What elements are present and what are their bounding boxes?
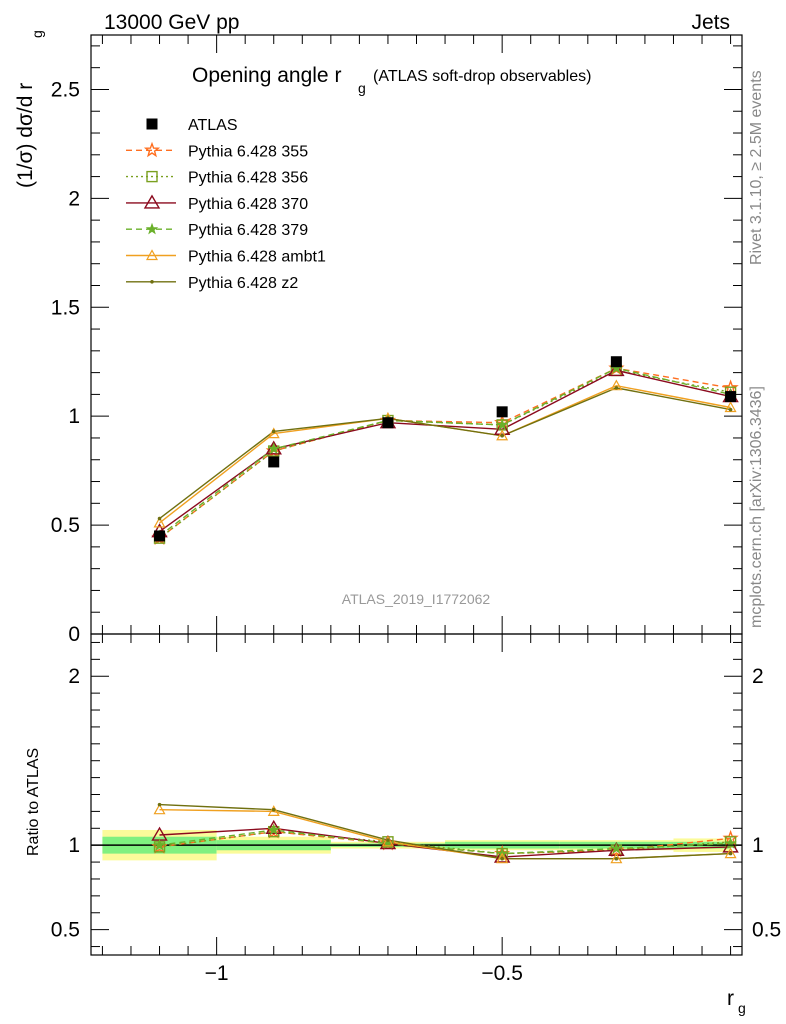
data-point-atlas (382, 417, 394, 429)
data-point-atlas (725, 391, 737, 403)
legend-marker-pambt1 (145, 249, 159, 261)
y-tick-label: 0.5 (51, 514, 80, 537)
ratio-y-tick-label: 1 (68, 834, 80, 857)
y-tick-label: 0 (68, 623, 80, 646)
ratio-point-pambt1 (267, 805, 280, 816)
legend-marker-ATLAS (146, 118, 158, 130)
legend-label-pambt1: Pythia 6.428 ambt1 (188, 249, 326, 266)
legend-marker-p356 (146, 170, 158, 183)
series-point-pambt1 (496, 429, 509, 441)
ratio-point-p379 (267, 823, 280, 836)
ratio-line-pz2 (159, 803, 731, 860)
data-point-atlas (154, 530, 166, 542)
series-point-pz2 (728, 407, 733, 412)
legend-marker-pz2 (150, 280, 154, 284)
ratio-point-p379 (610, 842, 623, 854)
ratio-point-p379 (153, 838, 166, 851)
y-axis-label-sub: g (29, 30, 45, 38)
ratio-point-pambt1 (496, 852, 509, 864)
data-point-atlas (268, 456, 280, 468)
legend-label-p379: Pythia 6.428 379 (188, 222, 308, 239)
series-line-p355 (159, 367, 731, 539)
ratio-y-tick-label: 0.5 (51, 919, 80, 942)
series-point-pz2 (614, 386, 619, 390)
legend-label-ATLAS: ATLAS (188, 117, 238, 134)
ratio-point-p370 (493, 848, 511, 863)
x-tick-label: −0.5 (481, 962, 522, 985)
ratio-point-pz2 (157, 802, 162, 807)
y-tick-label: 1.5 (51, 296, 80, 319)
chart-title-note: (ATLAS soft-drop observables) (373, 68, 591, 85)
ratio-y-tick-label-right: 2 (752, 665, 764, 688)
legend-label-p356: Pythia 6.428 356 (188, 170, 308, 187)
y-tick-label: 2.5 (51, 78, 80, 101)
ratio-point-pz2 (271, 807, 276, 812)
analysis-watermark: ATLAS_2019_I1772062 (342, 591, 491, 607)
y-axis-label: (1/σ) dσ/d r (14, 83, 37, 188)
series-lines-layer (91, 367, 742, 860)
series-point-pz2 (157, 516, 162, 521)
y-tick-label: 2 (68, 187, 80, 210)
mcplots-label: mcplots.cern.ch [arXiv:1306.3436] (748, 386, 765, 628)
data-point-atlas (496, 406, 508, 418)
markers-layer (151, 356, 739, 864)
series-line-pz2 (159, 387, 731, 520)
ratio-panel-frame (90, 633, 743, 956)
series-point-pambt1 (267, 427, 280, 439)
x-tick-label: −1 (205, 962, 229, 985)
legend: ATLAS Pythia 6.428 355 Pythia 6.428 356 Pyt… (126, 117, 326, 292)
header-left: 13000 GeV pp (104, 11, 239, 34)
x-axis-label-sub: g (738, 1000, 746, 1016)
header-right: Jets (691, 11, 730, 34)
series-line-p379 (159, 367, 731, 537)
series-point-pambt1 (153, 516, 166, 528)
ratio-point-pambt1 (610, 852, 623, 864)
series-point-p379 (495, 418, 509, 431)
chart-title-main: Opening angle r (192, 64, 341, 87)
y-tick-label: 1 (68, 405, 80, 428)
series-line-p356 (159, 369, 731, 539)
ratio-point-p370 (265, 819, 282, 834)
series-line-p370 (159, 369, 731, 533)
series-point-pambt1 (724, 401, 737, 413)
legend-label-p355: Pythia 6.428 355 (188, 143, 308, 160)
ratio-y-tick-label-right: 1 (752, 834, 764, 857)
ratio-y-tick-label-right: 0.5 (752, 919, 781, 942)
text-layer: 13000 GeV pp Jets Opening angle r g (ATL… (14, 11, 765, 1016)
legend-label-pz2: Pythia 6.428 z2 (188, 275, 298, 292)
legend-marker-p370 (143, 194, 161, 209)
legend-label-p370: Pythia 6.428 370 (188, 196, 308, 213)
data-point-atlas (610, 356, 622, 368)
series-point-p379 (267, 442, 280, 455)
legend-marker-p355 (143, 141, 161, 158)
series-point-pambt1 (610, 379, 623, 391)
ratio-point-pambt1 (724, 847, 737, 859)
ticks-layer: −1 −0.5 0 0.5 1 1.5 2 2.5 0.5 0.5 1 1 2 2 (51, 35, 781, 985)
ratio-line-p356 (159, 830, 731, 855)
series-point-pz2 (500, 433, 504, 438)
ratio-point-pz2 (728, 851, 733, 856)
rivet-label: Rivet 3.1.10, ≥ 2.5M events (748, 70, 765, 265)
ratio-point-pambt1 (153, 803, 166, 815)
ratio-point-pz2 (500, 856, 504, 861)
ratio-point-pambt1 (381, 835, 394, 847)
series-point-p370 (608, 362, 625, 377)
series-line-pambt1 (159, 384, 731, 524)
series-point-pz2 (271, 429, 276, 434)
ratio-y-axis-label: Ratio to ATLAS (25, 748, 42, 856)
ratio-point-pz2 (386, 838, 390, 842)
x-axis-label: r (727, 987, 734, 1010)
ratio-y-tick-label: 2 (68, 665, 80, 688)
chart-title-sub: g (358, 80, 366, 96)
ratio-point-pz2 (614, 856, 619, 861)
legend-marker-p379 (145, 222, 159, 235)
ratio-point-p370 (608, 841, 625, 856)
